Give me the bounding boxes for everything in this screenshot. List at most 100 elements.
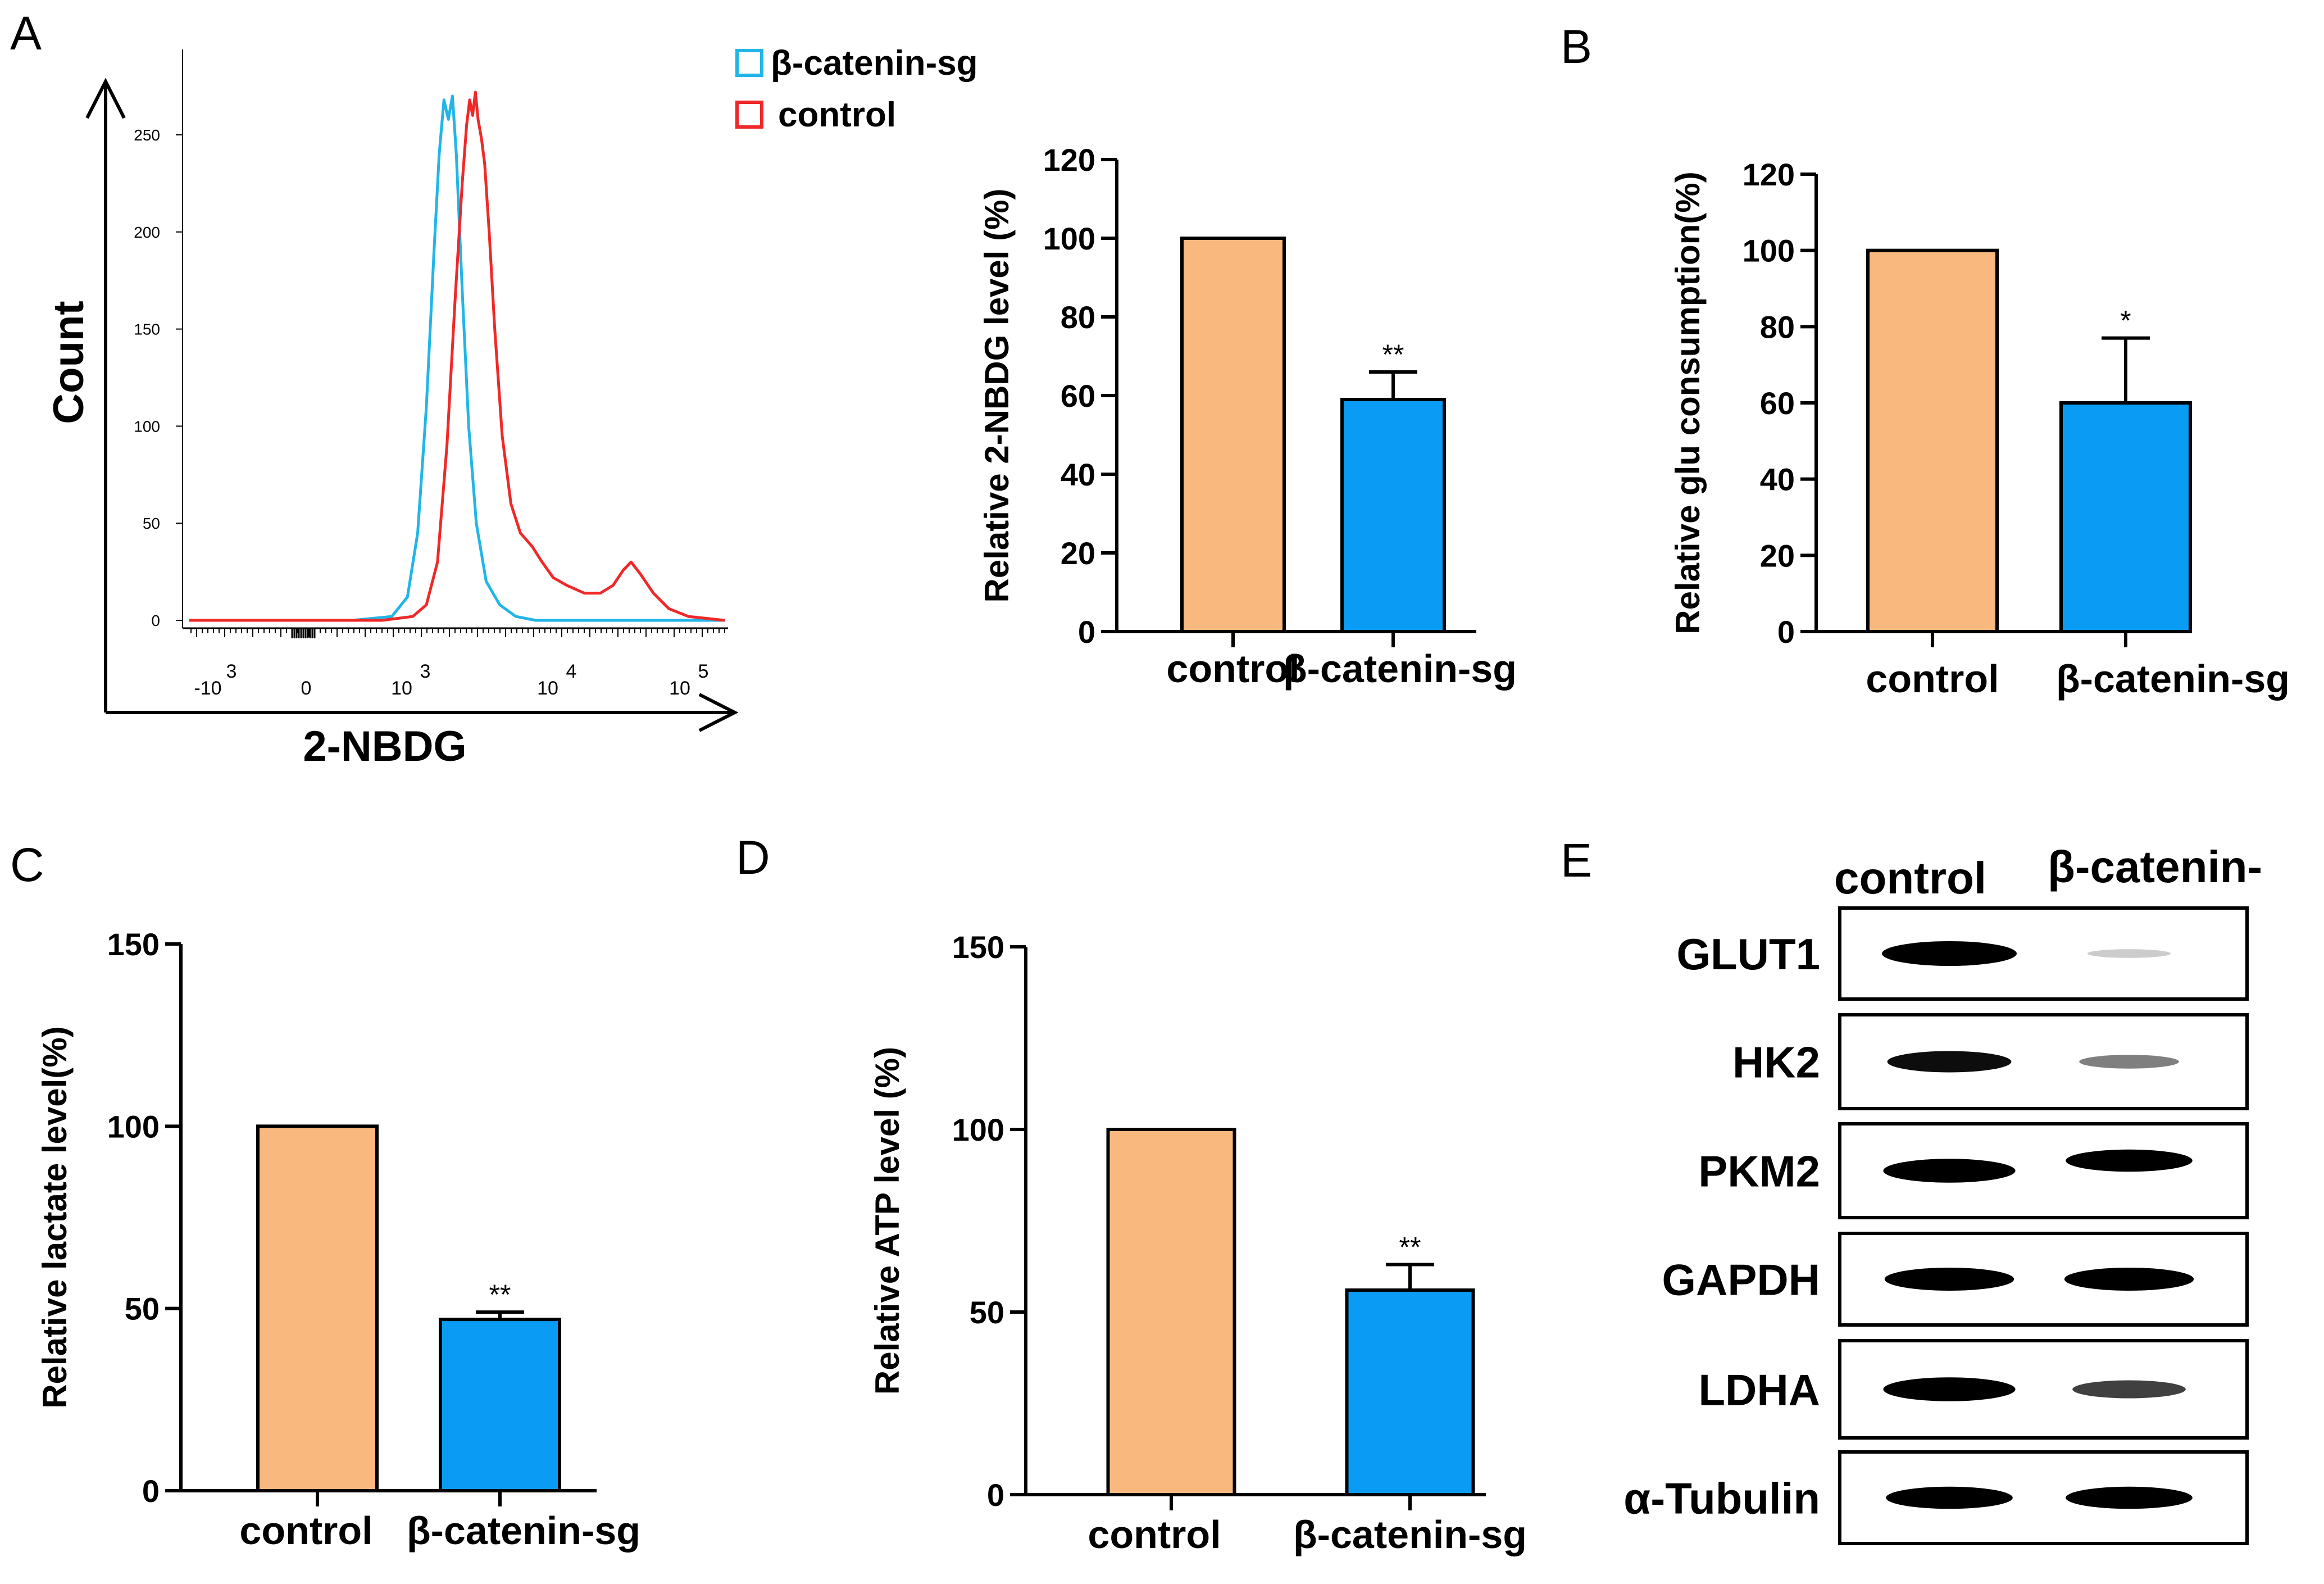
- y-tick-label: 20: [1061, 535, 1095, 571]
- y-tick-label: 50: [970, 1295, 1004, 1330]
- flow-x-tick-label: 0: [301, 678, 312, 699]
- flow-y-arrowhead: [85, 78, 126, 119]
- band-name: GAPDH: [1662, 1255, 1820, 1305]
- category-label: β-catenin-sg: [1293, 1513, 1527, 1556]
- flow-y-tick-label: 200: [134, 224, 160, 241]
- y-tick-label: 100: [107, 1109, 160, 1144]
- flow-curve-sg: [189, 94, 725, 622]
- y-tick-label: 20: [1760, 538, 1795, 573]
- flow-y-tick-label: 50: [143, 515, 160, 532]
- blot-band-treated: [2087, 949, 2171, 958]
- y-tick-label: 150: [952, 929, 1004, 965]
- y-tick-label: 120: [1043, 142, 1095, 178]
- y-tick-label: 80: [1061, 299, 1095, 335]
- y-tick-label: 40: [1760, 462, 1795, 497]
- blot-band-control: [1882, 941, 2017, 966]
- y-axis-title: Relative lactate level(%): [36, 1026, 74, 1408]
- band-name: LDHA: [1698, 1365, 1820, 1415]
- flow-x-tick-label: 10: [669, 678, 690, 699]
- blot-band-treated: [2066, 1486, 2193, 1509]
- bar-treated: [1345, 1288, 1475, 1496]
- bar-chart-atp: 0 50 100 150 control β-catenin-sg ** Relative A…: [868, 929, 1527, 1556]
- blot-band-treated: [2072, 1380, 2186, 1399]
- flow-x-tick-label: -10: [194, 678, 221, 699]
- flow-y-tick-label: 150: [134, 321, 160, 338]
- legend-label-sg: β-catenin-sg: [771, 44, 978, 83]
- bar-chart-glu: 0 20 40 60 80 100 120 control β-catenin-sg * Relat…: [1669, 157, 2290, 701]
- y-axis-title: Relative 2-NBDG level (%): [978, 189, 1016, 603]
- significance-mark: **: [1382, 339, 1404, 370]
- y-tick-label: 50: [125, 1291, 160, 1327]
- blot-row-glut1: GLUT1: [1676, 906, 2249, 1001]
- band-name: GLUT1: [1676, 929, 1820, 979]
- flow-x-tick-exponent: 4: [566, 661, 577, 682]
- flow-y-tick-label: 100: [134, 417, 160, 435]
- significance-mark: **: [489, 1279, 511, 1310]
- blot-band-treated: [2066, 1149, 2193, 1172]
- flow-x-tick-label: 10: [391, 678, 412, 699]
- y-tick-label: 100: [952, 1112, 1004, 1147]
- category-label: β-catenin-sg: [1283, 647, 1517, 691]
- y-tick-label: 100: [1043, 221, 1095, 256]
- bar-control: [1866, 248, 1999, 633]
- flow-y-tick-label: 250: [134, 126, 160, 144]
- significance-mark: **: [1399, 1232, 1421, 1263]
- category-label: control: [1166, 647, 1299, 691]
- blot-row-tubulin: α-Tubulin: [1623, 1450, 2249, 1545]
- band-name: HK2: [1732, 1038, 1820, 1087]
- flow-x-tick-exponent: 3: [226, 661, 237, 682]
- y-tick-label: 60: [1061, 378, 1095, 414]
- panel-label-b: B: [1561, 20, 1592, 73]
- blot-band-control: [1883, 1159, 2016, 1183]
- legend-swatch-sg: [735, 49, 763, 77]
- flow-x-tick-exponent: 5: [698, 661, 709, 682]
- category-label: control: [239, 1509, 372, 1553]
- blot-band-control: [1883, 1377, 2016, 1401]
- legend-swatch-control: [735, 101, 763, 129]
- panel-label-a: A: [10, 7, 42, 60]
- flow-curves: [189, 90, 725, 622]
- category-label: β-catenin-sg: [2056, 657, 2290, 701]
- category-label: control: [1866, 657, 1999, 701]
- bar-control: [1180, 237, 1286, 633]
- y-tick-label: 60: [1760, 385, 1795, 421]
- y-tick-label: 150: [107, 927, 160, 962]
- y-tick-label: 0: [1078, 614, 1095, 650]
- y-tick-label: 0: [987, 1477, 1004, 1513]
- y-tick-label: 0: [1777, 614, 1795, 650]
- band-name: α-Tubulin: [1623, 1474, 1820, 1523]
- flow-legend: β-catenin-sg control: [735, 44, 978, 134]
- lane-label-treated: β-catenin-: [2048, 842, 2262, 892]
- y-tick-label: 100: [1743, 233, 1795, 269]
- blot-band-control: [1887, 1051, 2012, 1073]
- legend-label-control: control: [778, 96, 896, 134]
- blot-row-ldha: LDHA: [1698, 1339, 2249, 1440]
- bar-chart-lactate: 0 50 100 150 control β-catenin-sg ** Relative l…: [36, 927, 640, 1553]
- y-tick-label: 80: [1760, 309, 1795, 344]
- flow-y-ticks: 0 50 100 150 200 250: [134, 126, 183, 629]
- blot-band-control: [1884, 1268, 2014, 1291]
- blot-band-treated: [2079, 1055, 2179, 1069]
- y-tick-label: 0: [142, 1473, 160, 1509]
- panel-label-d: D: [736, 831, 770, 884]
- lane-label-control: control: [1834, 853, 1986, 903]
- blot-row-gapdh: GAPDH: [1662, 1232, 2249, 1327]
- blot-rows: GLUT1 HK2 PKM2 GAPDH LDHA α-Tubulin: [1623, 906, 2249, 1545]
- blot-band-control: [1886, 1486, 2013, 1509]
- bar-treated: [439, 1318, 561, 1493]
- bar-treated: [1340, 398, 1446, 633]
- flow-x-arrowhead: [698, 693, 739, 732]
- flow-x-tick-label: 10: [537, 678, 558, 699]
- blot-row-pkm2: PKM2: [1698, 1122, 2249, 1219]
- panel-label-e: E: [1561, 834, 1592, 887]
- blot-row-hk2: HK2: [1732, 1013, 2249, 1110]
- bar-treated: [2059, 401, 2192, 633]
- flow-x-tick-exponent: 3: [420, 661, 431, 682]
- flow-x-title: 2-NBDG: [303, 723, 466, 770]
- blot-band-treated: [2064, 1268, 2194, 1291]
- y-axis-title: Relative ATP level (%): [868, 1047, 906, 1395]
